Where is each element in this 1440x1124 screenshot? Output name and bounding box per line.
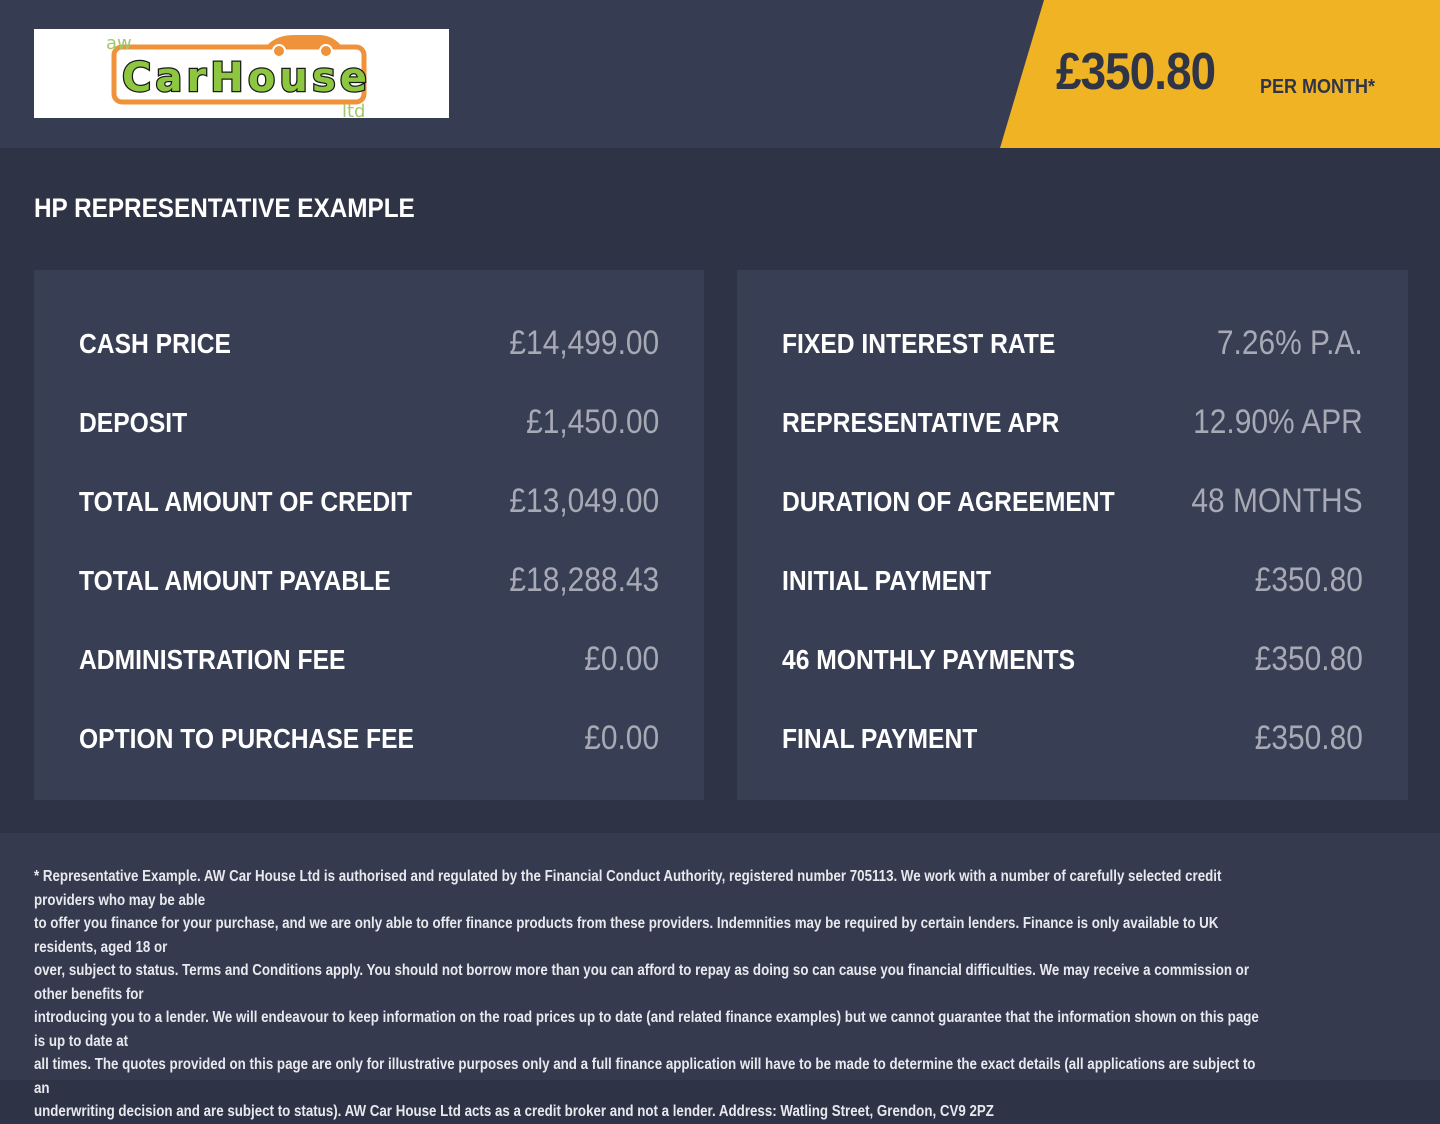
svg-text:aw: aw bbox=[106, 33, 132, 54]
disclaimer-line: * Representative Example. AW Car House L… bbox=[34, 868, 1222, 909]
svg-text:CarHouse: CarHouse bbox=[122, 55, 367, 101]
row-value: £18,288.43 bbox=[509, 561, 659, 599]
finance-row: DEPOSIT £1,450.00 bbox=[79, 403, 659, 447]
logo: aw CarHouse ltd bbox=[34, 29, 449, 122]
disclaimer-text: * Representative Example. AW Car House L… bbox=[34, 865, 1272, 1124]
row-label: TOTAL AMOUNT OF CREDIT bbox=[79, 486, 413, 517]
finance-row: ADMINISTRATION FEE £0.00 bbox=[79, 640, 659, 684]
section-title: HP REPRESENTATIVE EXAMPLE bbox=[34, 193, 415, 223]
finance-row: DURATION OF AGREEMENT 48 MONTHS bbox=[782, 482, 1363, 526]
svg-text:ltd: ltd bbox=[342, 101, 365, 118]
row-value: 12.90% APR bbox=[1193, 403, 1363, 441]
row-label: FINAL PAYMENT bbox=[782, 723, 978, 754]
finance-panel-right: FIXED INTEREST RATE 7.26% P.A. REPRESENTA… bbox=[737, 270, 1408, 800]
row-label: DURATION OF AGREEMENT bbox=[782, 486, 1115, 517]
disclaimer-footer: * Representative Example. AW Car House L… bbox=[0, 833, 1440, 1120]
disclaimer-line: over, subject to status. Terms and Condi… bbox=[34, 962, 1250, 1003]
monthly-price-badge: £350.80 PER MONTH* bbox=[1000, 0, 1440, 148]
finance-row: TOTAL AMOUNT PAYABLE £18,288.43 bbox=[79, 561, 659, 605]
disclaimer-line: to offer you finance for your purchase, … bbox=[34, 915, 1219, 956]
row-label: 46 MONTHLY PAYMENTS bbox=[782, 644, 1076, 675]
finance-panel-left: CASH PRICE £14,499.00 DEPOSIT £1,450.00 TO… bbox=[34, 270, 704, 800]
finance-row: CASH PRICE £14,499.00 bbox=[79, 324, 659, 368]
row-label: ADMINISTRATION FEE bbox=[79, 644, 346, 675]
row-value: £0.00 bbox=[584, 719, 659, 757]
row-value: £13,049.00 bbox=[509, 482, 659, 520]
row-value: 48 MONTHS bbox=[1191, 482, 1363, 520]
per-month-label: PER MONTH* bbox=[1260, 76, 1376, 98]
row-value: £1,450.00 bbox=[525, 403, 659, 441]
row-value: £0.00 bbox=[584, 640, 659, 678]
finance-row: REPRESENTATIVE APR 12.90% APR bbox=[782, 403, 1363, 447]
disclaimer-line: underwriting decision and are subject to… bbox=[34, 1103, 994, 1120]
row-label: DEPOSIT bbox=[79, 407, 188, 438]
row-value: £14,499.00 bbox=[509, 324, 659, 362]
disclaimer-line: all times. The quotes provided on this p… bbox=[34, 1056, 1256, 1097]
finance-row: INITIAL PAYMENT £350.80 bbox=[782, 561, 1363, 605]
row-value: £350.80 bbox=[1254, 640, 1363, 678]
row-label: TOTAL AMOUNT PAYABLE bbox=[79, 565, 391, 596]
header: aw CarHouse ltd £350.80 PER MONTH* bbox=[0, 0, 1440, 148]
row-label: OPTION TO PURCHASE FEE bbox=[79, 723, 414, 754]
finance-row: 46 MONTHLY PAYMENTS £350.80 bbox=[782, 640, 1363, 684]
row-label: INITIAL PAYMENT bbox=[782, 565, 992, 596]
row-label: CASH PRICE bbox=[79, 328, 231, 359]
row-label: REPRESENTATIVE APR bbox=[782, 407, 1060, 438]
finance-row: FIXED INTEREST RATE 7.26% P.A. bbox=[782, 324, 1363, 368]
finance-row: FINAL PAYMENT £350.80 bbox=[782, 719, 1363, 763]
finance-row: OPTION TO PURCHASE FEE £0.00 bbox=[79, 719, 659, 763]
row-value: £350.80 bbox=[1254, 561, 1363, 599]
row-label: FIXED INTEREST RATE bbox=[782, 328, 1056, 359]
row-value: 7.26% P.A. bbox=[1217, 324, 1363, 362]
monthly-amount: £350.80 bbox=[1056, 43, 1216, 101]
finance-row: TOTAL AMOUNT OF CREDIT £13,049.00 bbox=[79, 482, 659, 526]
disclaimer-line: introducing you to a lender. We will end… bbox=[34, 1009, 1259, 1050]
row-value: £350.80 bbox=[1254, 719, 1363, 757]
